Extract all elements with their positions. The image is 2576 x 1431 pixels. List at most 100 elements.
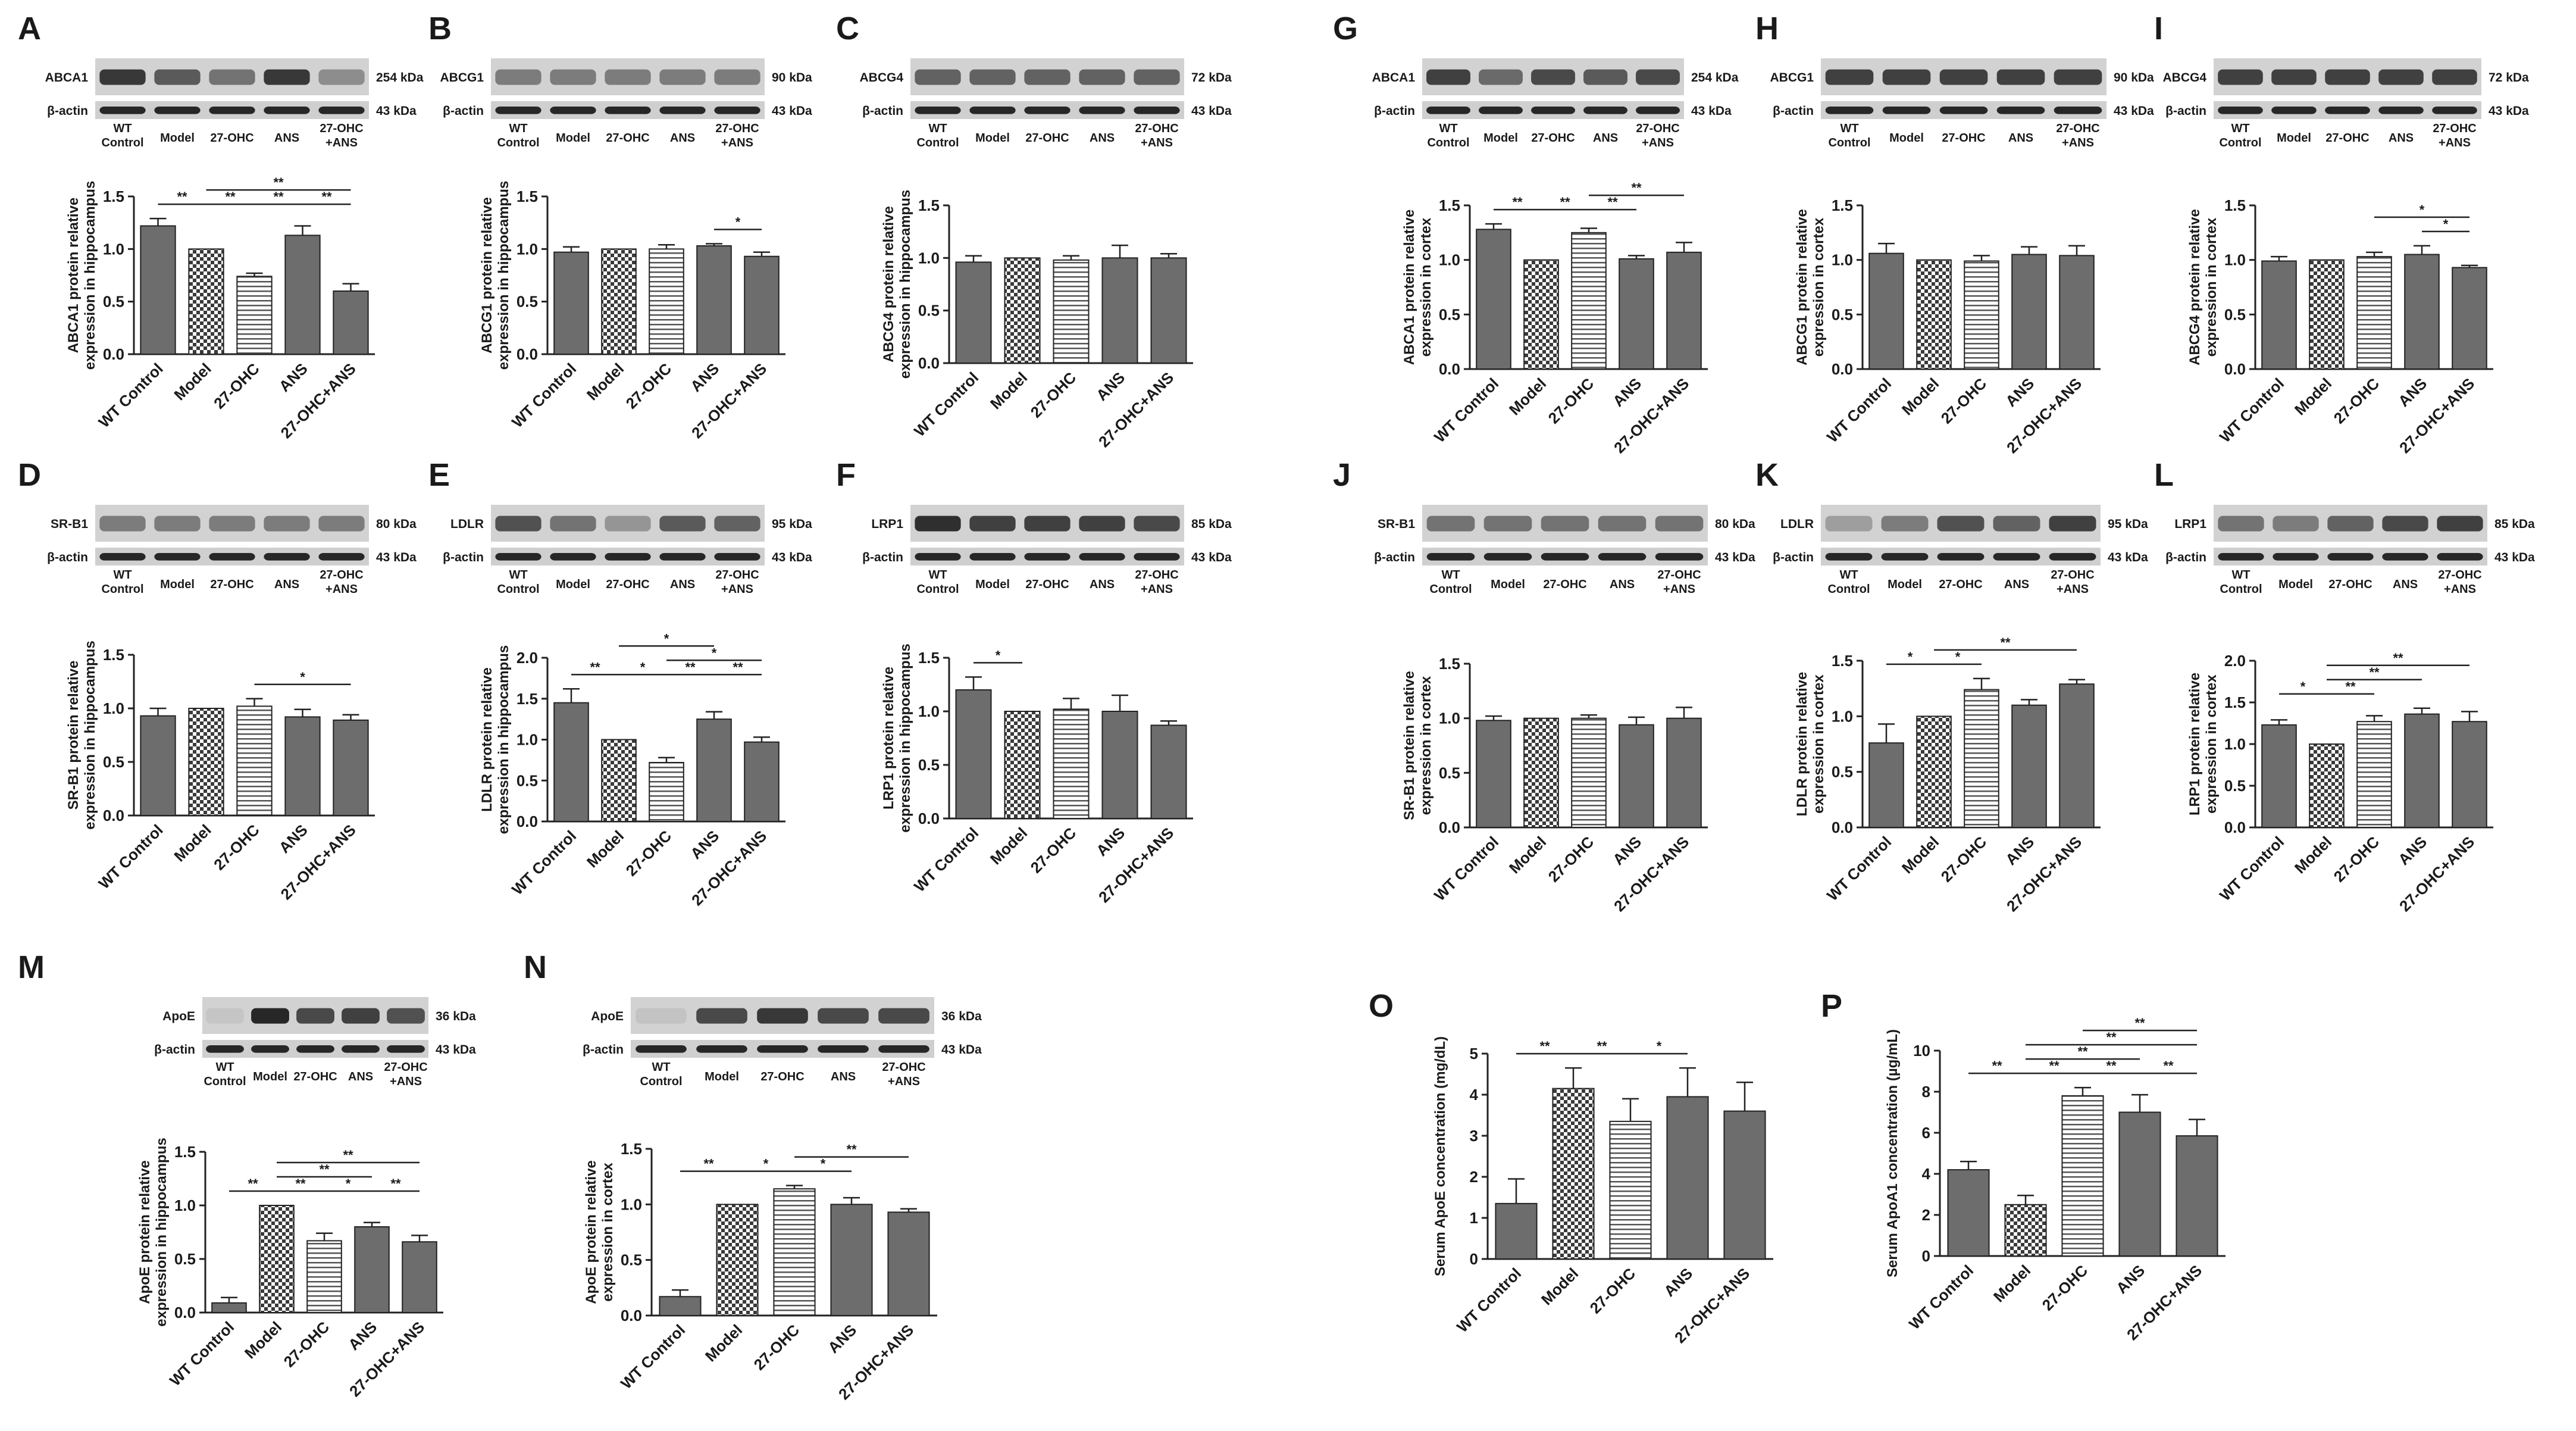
blot-kda-label: 43 kDa [2114,104,2154,118]
blot-band [2273,515,2319,532]
x-tick-label: 27-OHC [210,360,263,413]
blot-lane-label: ANS [274,578,299,591]
bar-27-ohc [306,1240,342,1313]
bar-model [1004,711,1041,819]
blot-band [915,69,961,85]
bar-27-ohc-ans [1150,724,1187,820]
y-tick-label: 1.0 [1832,707,1853,725]
significance-label: * [821,1157,826,1171]
blot-row-label: SR-B1 [51,517,88,531]
x-tick-label: ANS [2002,833,2037,868]
y-tick-label: 0.5 [1439,305,1460,323]
blot-lane-label: 27-OHC [1531,132,1575,145]
significance-label: ** [2369,665,2380,680]
blot-lane-label: ANS [274,132,299,145]
bar-ans [2404,254,2440,370]
bar-27-ohc-ans [1723,1110,1766,1260]
blot-kda-label: 43 kDa [1691,104,1732,118]
blot-band [206,1008,244,1024]
x-tick-label: WT Control [1431,374,1502,446]
y-tick-label: 1.0 [1832,251,1853,269]
y-tick-label: 0.0 [517,345,538,363]
blot-row-label: β-actin [862,104,903,118]
x-tick-label: Model [1505,833,1550,877]
blot-band [1996,69,2045,85]
bar-wt-control [553,702,589,822]
blot-band [2271,69,2317,85]
x-tick-label: WT Control [508,827,580,898]
significance-label: ** [1597,1039,1607,1054]
blot-lane-label: 27-OHC [1543,578,1586,591]
blot-kda-label: 36 kDa [436,1010,476,1023]
significance-label: ** [2106,1058,2117,1073]
blot-band [342,1045,380,1053]
blot-kda-label: 43 kDa [1715,551,1755,564]
blot-band [296,1045,334,1053]
y-axis-label: ABCG4 protein relativeexpression in cort… [2187,209,2220,365]
blot-band [1598,515,1647,532]
y-tick-label: 2 [1470,1168,1478,1186]
bar-ans [284,716,321,817]
bar-model [259,1205,295,1313]
y-tick-label: 2.0 [517,649,538,667]
y-tick-label: 0.0 [918,354,940,372]
blot-lane-label: 27-OHC +ANS [2433,122,2476,149]
blot-band [1825,553,1873,561]
blot-kda-label: 80 kDa [376,517,417,531]
y-tick-label: 0.0 [1439,818,1460,836]
blot-band [1079,107,1125,114]
blot-band [1937,515,1985,532]
significance-label: ** [295,1176,306,1191]
blot-band [318,107,365,114]
bar-model [716,1204,759,1317]
blot-band [2049,515,2096,532]
x-tick-label: Model [583,360,627,404]
blot-band [264,515,310,532]
bar-ans [696,718,732,822]
blot-row-label: β-actin [1773,551,1814,564]
y-axis-label: Serum ApoE concentration (mg/dL) [1432,1036,1448,1276]
y-tick-label: 4 [1922,1165,1931,1183]
blot-lane-label: ANS [348,1070,373,1083]
bar-wt-control [2261,724,2297,829]
y-axis-label: ABCG4 protein relativeexpression in hipp… [881,190,913,379]
y-tick-label: 1.5 [517,690,538,708]
x-tick-label: 27-OHC [622,360,675,413]
bar-27-ohc [1053,259,1090,364]
y-axis-label: ABCA1 protein relativeexpression in cort… [1401,210,1434,365]
blot-lane-label: 27-OHC +ANS [1135,122,1178,149]
bar-wt-control [955,261,992,364]
blot-lane-label: WT Control [1827,568,1870,596]
bar-ans [696,245,732,355]
y-tick-label: 1 [1470,1209,1478,1227]
blot-band [264,553,310,561]
blot-band [969,553,1016,561]
significance-label: ** [390,1176,401,1191]
blot-kda-label: 43 kDa [376,551,417,564]
significance-label: ** [177,189,187,204]
significance-label: ** [2000,635,2011,650]
x-tick-label: WT Control [2216,374,2287,446]
blot-band [1483,515,1532,532]
blot-band [605,107,651,114]
bar-model [1552,1088,1595,1260]
blot-kda-label: 43 kDa [941,1043,982,1057]
blot-band [1134,515,1180,532]
blot-band [99,69,146,85]
bar-wt-control [1947,1169,1990,1257]
panel-letter-M: M [18,949,45,985]
blot-kda-label: 72 kDa [2489,71,2529,85]
x-tick-label: WT Control [2216,833,2287,904]
blot-band [495,553,542,561]
y-tick-label: 1.0 [2224,251,2246,269]
y-tick-label: 0.0 [918,810,940,827]
x-tick-label: ANS [687,360,722,395]
panel-letter-I: I [2154,11,2163,46]
blot-row-label: β-actin [47,551,88,564]
blot-band [1825,515,1873,532]
x-tick-label: 27-OHC [1938,374,1990,427]
significance-label: ** [1512,195,1523,210]
bar-wt-control [659,1296,702,1316]
